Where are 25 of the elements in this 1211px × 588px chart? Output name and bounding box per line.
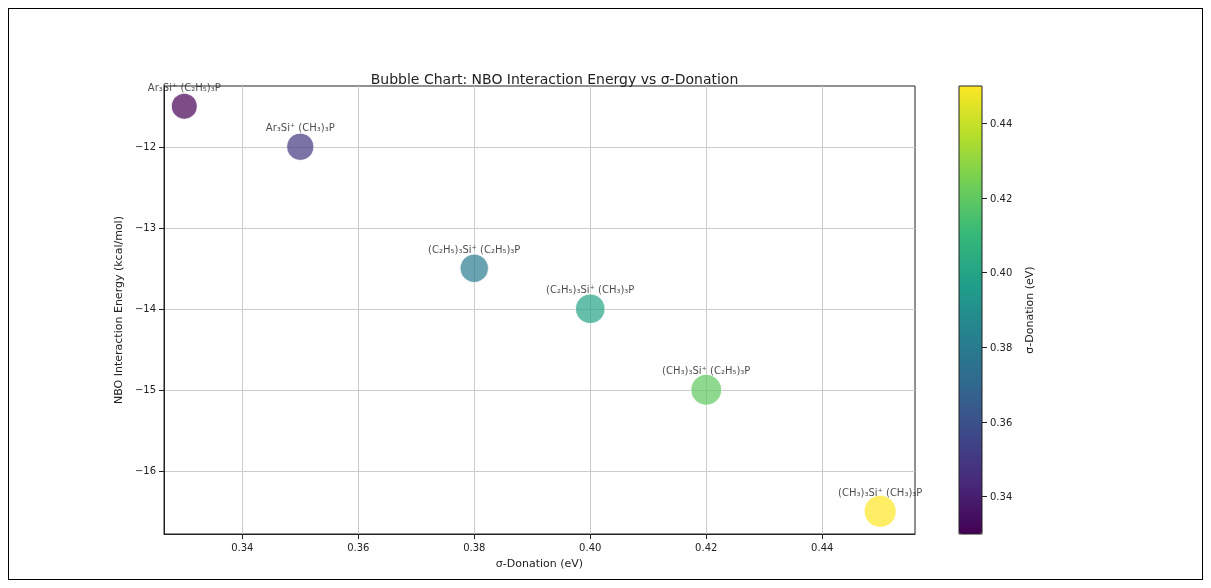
annotation: (C₂H₅)₃Si⁺ (C₂H₅)₃P <box>428 243 521 255</box>
color-bar-label: 0.38 <box>990 341 1013 353</box>
color-bar-title: σ-Donation (eV) <box>1023 266 1036 354</box>
y-tick-label: −16 <box>134 465 156 477</box>
y-tick-label: −12 <box>134 141 156 153</box>
annotation: (CH₃)₃Si⁺ (C₂H₅)₃P <box>662 365 751 377</box>
chart-title: Bubble Chart: NBO Interaction Energy vs σ-Donation <box>370 71 739 87</box>
y-tick-label: −13 <box>134 222 156 234</box>
x-tick-label: 0.42 <box>695 541 718 553</box>
annotation: Ar₃Si⁺ (CH₃)₃P <box>265 122 335 134</box>
color-bar-label: 0.36 <box>990 416 1013 428</box>
x-tick-label: 0.40 <box>579 541 602 553</box>
y-tick-label: −15 <box>134 384 156 396</box>
color-bar-label: 0.42 <box>990 192 1013 204</box>
color-bar-label: 0.40 <box>990 267 1013 279</box>
x-tick-label: 0.36 <box>347 541 370 553</box>
annotation: (C₂H₅)₃Si⁺ (CH₃)₃P <box>546 284 635 296</box>
x-tick-label: 0.38 <box>463 541 486 553</box>
color-bar-label: 0.34 <box>990 491 1013 503</box>
x-tick-label: 0.44 <box>811 541 834 553</box>
y-tick-label: −14 <box>134 303 156 315</box>
x-axis-title: σ-Donation (eV) <box>495 557 584 570</box>
y-axis-title: NBO Interaction Energy (kcal/mol) <box>112 216 125 404</box>
color-bar-label: 0.44 <box>990 117 1013 129</box>
x-tick-label: 0.34 <box>231 541 254 553</box>
